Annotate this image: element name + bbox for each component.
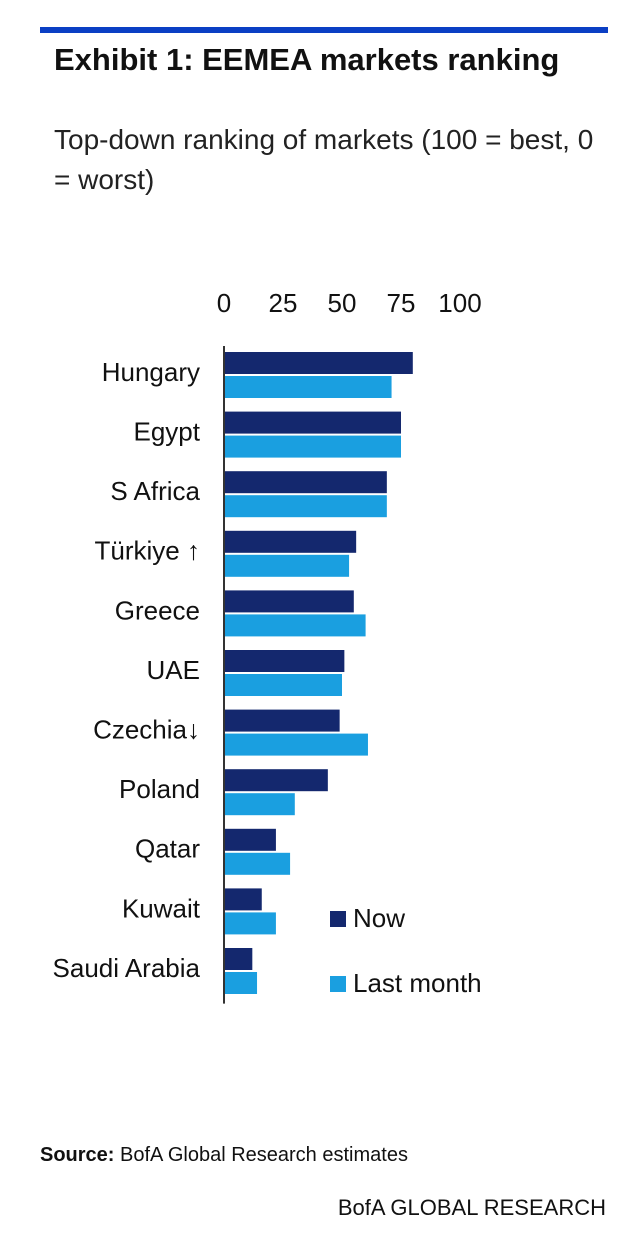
bar: [224, 435, 401, 458]
category-label: Hungary: [102, 357, 200, 387]
bar: [224, 769, 328, 792]
source-label: Source:: [40, 1144, 115, 1166]
bar: [224, 948, 253, 970]
top-rule: [40, 27, 608, 33]
legend-label: Last month: [353, 968, 482, 998]
category-label: Egypt: [134, 416, 201, 446]
category-label: UAE: [147, 655, 200, 685]
category-label: Czechia↓: [93, 714, 200, 744]
category-label: S Africa: [110, 476, 200, 506]
bar: [224, 852, 291, 875]
x-tick-label: 100: [438, 288, 481, 318]
bar: [224, 733, 368, 756]
bar: [224, 471, 387, 494]
category-label: Poland: [119, 774, 200, 804]
chart-title: Exhibit 1: EEMEA markets ranking: [54, 42, 560, 77]
x-tick-label: 25: [269, 288, 298, 318]
category-label: Kuwait: [122, 893, 201, 923]
bar: [224, 352, 413, 374]
bar: [224, 554, 350, 577]
bar: [224, 411, 401, 434]
bar: [224, 650, 345, 672]
bar: [224, 590, 354, 613]
legend-swatch: [330, 976, 346, 992]
chart: 0 25 50 75 100 Hungary Egypt S Africa Türkiye ↑ G…: [53, 288, 482, 1004]
chart-subtitle: Top-down ranking of markets (100 = best,…: [54, 124, 594, 195]
x-tick-label: 75: [387, 288, 416, 318]
bar: [224, 888, 262, 911]
source: Source: BofA Global Research estimates: [40, 1144, 408, 1167]
category-label: Saudi Arabia: [53, 953, 201, 983]
bar: [224, 614, 366, 637]
category-label: Qatar: [135, 834, 200, 864]
category-label: Greece: [115, 595, 200, 625]
bar: [224, 972, 258, 994]
bar: [224, 912, 276, 935]
legend-label: Now: [353, 903, 405, 933]
x-tick-label: 50: [328, 288, 357, 318]
legend-swatch: [330, 911, 346, 927]
bar: [224, 674, 342, 696]
category-label: Türkiye ↑: [95, 536, 200, 566]
bar: [224, 495, 387, 518]
x-tick-label: 0: [217, 288, 231, 318]
bar: [224, 709, 340, 732]
bar: [224, 828, 276, 851]
footer: BofA GLOBAL RESEARCH: [337, 1195, 606, 1220]
bar: [224, 376, 392, 398]
source-text: BofA Global Research estimates: [120, 1144, 408, 1166]
bar: [224, 793, 295, 816]
bar: [224, 530, 357, 553]
